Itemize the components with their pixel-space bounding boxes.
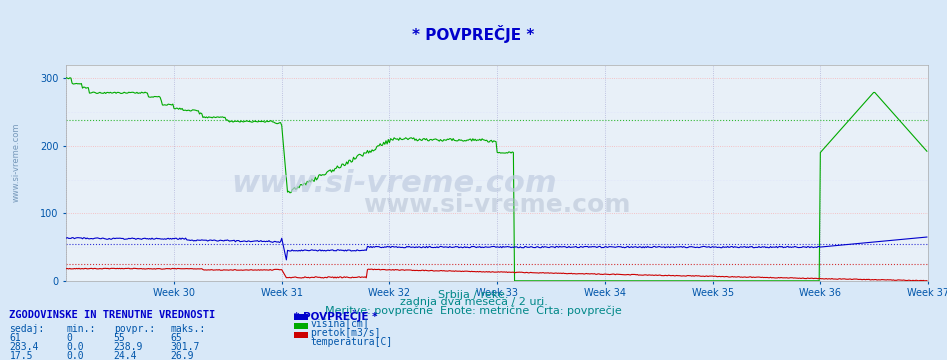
Text: 238.9: 238.9 [114, 342, 143, 352]
Text: www.si-vreme.com: www.si-vreme.com [364, 193, 631, 217]
Text: 61: 61 [9, 333, 21, 343]
Text: www.si-vreme.com: www.si-vreme.com [231, 169, 557, 198]
Text: 17.5: 17.5 [9, 351, 33, 360]
Text: min.:: min.: [66, 324, 96, 334]
Text: sedaj:: sedaj: [9, 324, 45, 334]
Text: maks.:: maks.: [170, 324, 205, 334]
Text: 0.0: 0.0 [66, 351, 84, 360]
Text: www.si-vreme.com: www.si-vreme.com [11, 122, 21, 202]
Text: 24.4: 24.4 [114, 351, 137, 360]
Text: višina[cm]: višina[cm] [311, 319, 369, 329]
Text: Meritve: povprečne  Enote: metrične  Črta: povprečje: Meritve: povprečne Enote: metrične Črta:… [325, 304, 622, 316]
Text: 301.7: 301.7 [170, 342, 200, 352]
Text: ZGODOVINSKE IN TRENUTNE VREDNOSTI: ZGODOVINSKE IN TRENUTNE VREDNOSTI [9, 310, 216, 320]
Text: * POVPREČJE *: * POVPREČJE * [412, 25, 535, 43]
Text: 26.9: 26.9 [170, 351, 194, 360]
Text: pretok[m3/s]: pretok[m3/s] [311, 328, 381, 338]
Text: zadnja dva meseca / 2 uri.: zadnja dva meseca / 2 uri. [400, 297, 547, 307]
Text: 283.4: 283.4 [9, 342, 39, 352]
Text: temperatura[C]: temperatura[C] [311, 337, 393, 347]
Text: povpr.:: povpr.: [114, 324, 154, 334]
Text: 65: 65 [170, 333, 182, 343]
Text: 0: 0 [66, 333, 72, 343]
Text: * POVPREČJE *: * POVPREČJE * [294, 310, 377, 321]
Text: 0.0: 0.0 [66, 342, 84, 352]
Text: 55: 55 [114, 333, 125, 343]
Text: Srbija / reke.: Srbija / reke. [438, 290, 509, 300]
